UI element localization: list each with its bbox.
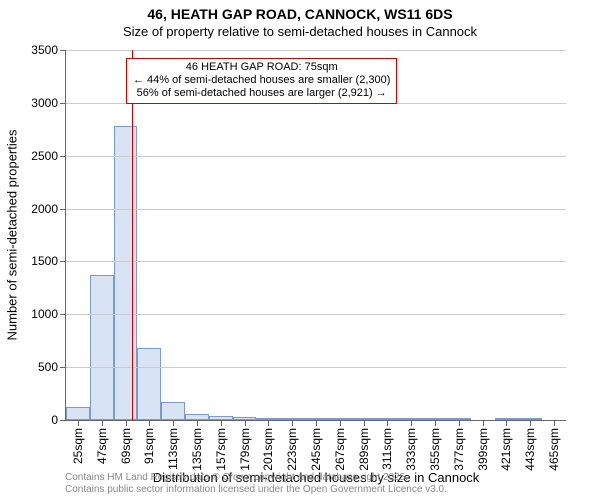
y-tick-label: 2500 bbox=[31, 149, 58, 163]
x-tick-label: 25sqm bbox=[71, 428, 85, 464]
x-tick-label: 421sqm bbox=[499, 428, 513, 471]
y-tick bbox=[60, 314, 66, 315]
chart-title-line1: 46, HEATH GAP ROAD, CANNOCK, WS11 6DS bbox=[0, 6, 600, 24]
y-tick-label: 1000 bbox=[31, 307, 58, 321]
x-tick-label: 355sqm bbox=[428, 428, 442, 471]
y-tick-label: 2000 bbox=[31, 202, 58, 216]
y-tick bbox=[60, 420, 66, 421]
x-tick-label: 289sqm bbox=[357, 428, 371, 471]
x-tick bbox=[126, 420, 127, 426]
gridline-h bbox=[66, 50, 566, 51]
reference-line bbox=[132, 50, 133, 420]
y-tick-label: 500 bbox=[38, 360, 58, 374]
callout-line: ← 44% of semi-detached houses are smalle… bbox=[133, 74, 390, 87]
x-tick-label: 135sqm bbox=[190, 428, 204, 471]
x-tick-label: 69sqm bbox=[119, 428, 133, 464]
histogram-bar bbox=[90, 275, 114, 420]
x-tick bbox=[364, 420, 365, 426]
x-tick bbox=[316, 420, 317, 426]
x-tick bbox=[387, 420, 388, 426]
x-tick-label: 91sqm bbox=[142, 428, 156, 464]
x-tick-label: 399sqm bbox=[476, 428, 490, 471]
x-tick bbox=[245, 420, 246, 426]
histogram-bar bbox=[161, 402, 185, 420]
chart-title-line2: Size of property relative to semi-detach… bbox=[0, 24, 600, 40]
y-tick bbox=[60, 209, 66, 210]
x-tick bbox=[459, 420, 460, 426]
chart-container: 46, HEATH GAP ROAD, CANNOCK, WS11 6DS Si… bbox=[0, 0, 600, 500]
x-tick bbox=[221, 420, 222, 426]
x-tick-label: 465sqm bbox=[547, 428, 561, 471]
y-tick-label: 3000 bbox=[31, 96, 58, 110]
x-tick bbox=[173, 420, 174, 426]
y-tick bbox=[60, 261, 66, 262]
y-axis-label: Number of semi-detached properties bbox=[5, 130, 20, 341]
x-tick-label: 311sqm bbox=[380, 428, 394, 470]
callout-line: 46 HEATH GAP ROAD: 75sqm bbox=[133, 61, 390, 74]
gridline-h bbox=[66, 367, 566, 368]
gridline-h bbox=[66, 314, 566, 315]
x-tick bbox=[554, 420, 555, 426]
attribution-line2: Contains public sector information licen… bbox=[65, 484, 447, 496]
x-tick bbox=[506, 420, 507, 426]
x-tick bbox=[149, 420, 150, 426]
y-tick bbox=[60, 367, 66, 368]
y-tick bbox=[60, 103, 66, 104]
x-tick-label: 179sqm bbox=[238, 428, 252, 471]
attribution-block: Contains HM Land Registry data © Crown c… bbox=[65, 472, 447, 496]
y-tick bbox=[60, 50, 66, 51]
x-tick bbox=[483, 420, 484, 426]
gridline-h bbox=[66, 209, 566, 210]
x-tick-label: 113sqm bbox=[166, 428, 180, 470]
x-tick bbox=[530, 420, 531, 426]
x-tick-label: 223sqm bbox=[285, 428, 299, 471]
x-tick bbox=[340, 420, 341, 426]
x-tick bbox=[292, 420, 293, 426]
x-tick-label: 245sqm bbox=[309, 428, 323, 471]
y-tick-label: 0 bbox=[51, 413, 58, 427]
x-tick-label: 157sqm bbox=[214, 428, 228, 471]
histogram-bar bbox=[114, 126, 138, 420]
x-tick-label: 443sqm bbox=[523, 428, 537, 471]
x-tick bbox=[197, 420, 198, 426]
histogram-bar bbox=[137, 348, 161, 420]
x-tick-label: 267sqm bbox=[333, 428, 347, 471]
x-tick-label: 377sqm bbox=[452, 428, 466, 471]
x-tick-label: 333sqm bbox=[404, 428, 418, 471]
callout-box: 46 HEATH GAP ROAD: 75sqm← 44% of semi-de… bbox=[126, 58, 397, 104]
histogram-bar bbox=[66, 407, 90, 420]
bars-layer bbox=[66, 50, 566, 420]
gridline-h bbox=[66, 261, 566, 262]
x-tick bbox=[78, 420, 79, 426]
chart-title-block: 46, HEATH GAP ROAD, CANNOCK, WS11 6DS Si… bbox=[0, 0, 600, 40]
plot-area: Distribution of semi-detached houses by … bbox=[65, 50, 566, 421]
x-tick-label: 201sqm bbox=[261, 428, 275, 471]
x-tick bbox=[411, 420, 412, 426]
callout-line: 56% of semi-detached houses are larger (… bbox=[133, 87, 390, 100]
x-tick bbox=[102, 420, 103, 426]
x-tick bbox=[435, 420, 436, 426]
y-tick-label: 1500 bbox=[31, 254, 58, 268]
attribution-line1: Contains HM Land Registry data © Crown c… bbox=[65, 472, 447, 484]
x-tick bbox=[268, 420, 269, 426]
y-tick bbox=[60, 156, 66, 157]
x-tick-label: 47sqm bbox=[95, 428, 109, 464]
gridline-h bbox=[66, 156, 566, 157]
y-tick-label: 3500 bbox=[31, 43, 58, 57]
